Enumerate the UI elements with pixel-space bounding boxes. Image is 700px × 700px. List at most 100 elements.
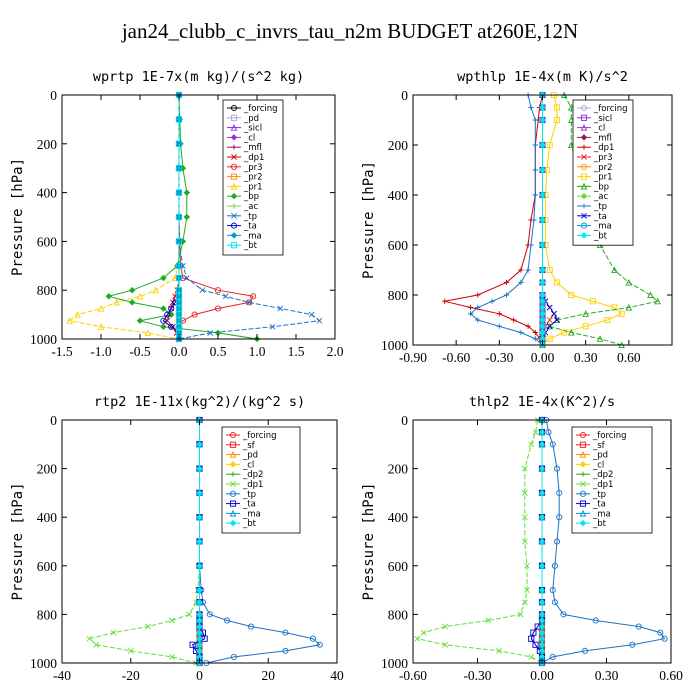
data-point [277, 305, 284, 312]
data-point [582, 310, 589, 317]
data-point [530, 629, 537, 636]
data-point [414, 635, 421, 642]
data-point [654, 297, 661, 305]
data-point [97, 323, 105, 330]
legend-marker [230, 222, 238, 229]
legend-marker [229, 461, 237, 468]
legend-marker [579, 431, 587, 439]
x-tick-label: -40 [53, 668, 71, 683]
legend-entry: _cl [227, 133, 255, 143]
data-point [518, 329, 524, 336]
data-point [175, 274, 183, 282]
y-tick-label: 600 [388, 238, 409, 253]
series-line [68, 95, 180, 340]
legend-marker [231, 154, 237, 160]
legend-marker [230, 471, 236, 477]
data-point [525, 267, 531, 273]
data-point [553, 317, 560, 323]
y-tick-label: 0 [50, 88, 57, 103]
data-point [532, 117, 538, 123]
x-tick-label: -0.30 [485, 350, 513, 365]
data-point [511, 317, 517, 323]
legend-label: _bt [242, 519, 257, 529]
legend-entry: _pr3 [227, 163, 263, 173]
legend-entry: _mfl [577, 133, 612, 143]
panel-title: rtp2 1E-11x(kg^2)/(kg^2 s) [94, 394, 305, 410]
data-point [538, 623, 546, 630]
data-point [199, 287, 206, 294]
legend-label: _forcing [592, 431, 627, 441]
legend-entry: _tp [576, 490, 606, 500]
panel-title: wpthlp 1E-4x(m K)/s^2 [457, 69, 628, 85]
legend-marker [230, 182, 238, 190]
legend-label: _forcing [242, 431, 277, 441]
data-point [567, 328, 575, 336]
data-point [551, 562, 558, 569]
legend-marker [579, 519, 587, 527]
data-point [196, 562, 203, 570]
legend-marker [229, 500, 237, 507]
data-point [532, 329, 538, 336]
legend-label: _ta [592, 500, 606, 510]
data-point [539, 116, 546, 124]
legend-entry: _pd [227, 114, 259, 124]
chart-panel: rtp2 1E-11x(kg^2)/(kg^2 s) Pressure [hPa]… [10, 394, 344, 683]
legend-marker [581, 212, 587, 219]
data-point [206, 611, 213, 618]
legend-label: _pr2 [243, 173, 263, 183]
legend-entry: _dp1 [576, 480, 613, 490]
legend-marker [231, 144, 237, 150]
data-point [528, 441, 535, 448]
chart-panel: wpthlp 1E-4x(m K)/s^2 Pressure [hPa] -0.90… [361, 69, 673, 365]
y-tick-label: 1000 [381, 338, 408, 353]
legend: _forcing_sf_pd_cl_dp2_dp1_tp_ta_ma_bt [571, 426, 653, 534]
legend-label: _cl [242, 460, 254, 470]
data-point [503, 292, 510, 298]
data-point [175, 299, 183, 306]
data-point [442, 298, 448, 304]
data-point [160, 274, 167, 282]
legend-marker [580, 182, 588, 190]
legend-entry: _ac [227, 202, 258, 212]
data-point [528, 104, 534, 111]
data-point [589, 298, 596, 305]
legend-entry: _cl [577, 124, 605, 134]
data-point [191, 311, 198, 318]
data-point [196, 611, 203, 618]
legend-label: _pd [243, 114, 259, 124]
data-point [160, 317, 167, 324]
y-tick-label: 400 [37, 510, 58, 525]
data-point [539, 141, 546, 149]
legend-box [572, 99, 634, 246]
data-point [538, 617, 546, 624]
data-point [538, 428, 546, 436]
data-point [567, 141, 575, 149]
data-point [538, 611, 546, 618]
legend-marker [230, 173, 238, 180]
data-point [532, 641, 539, 648]
data-point [521, 599, 528, 606]
data-point [467, 304, 474, 311]
data-point [539, 310, 546, 317]
data-point [532, 142, 538, 148]
legend-label: _sicl [593, 114, 612, 124]
data-point [518, 267, 524, 273]
legend-entry: _dp1 [577, 143, 614, 153]
legend-entry: _bt [227, 241, 258, 251]
legend-marker [231, 212, 237, 219]
data-point [196, 641, 203, 649]
data-point [532, 336, 538, 342]
x-tick-label: 40 [330, 668, 344, 683]
data-point [196, 465, 203, 472]
data-point [183, 189, 191, 196]
data-point [647, 291, 654, 299]
data-point [546, 266, 553, 274]
data-point [175, 189, 183, 196]
data-point [196, 647, 203, 655]
data-point [86, 635, 93, 642]
data-point [175, 213, 183, 221]
legend: _forcing_pd_sicl_cl_mfl_dp1_pr3_pr2_pr1_… [222, 99, 284, 256]
legend-entry: _sf [226, 441, 256, 451]
data-point [175, 305, 183, 312]
